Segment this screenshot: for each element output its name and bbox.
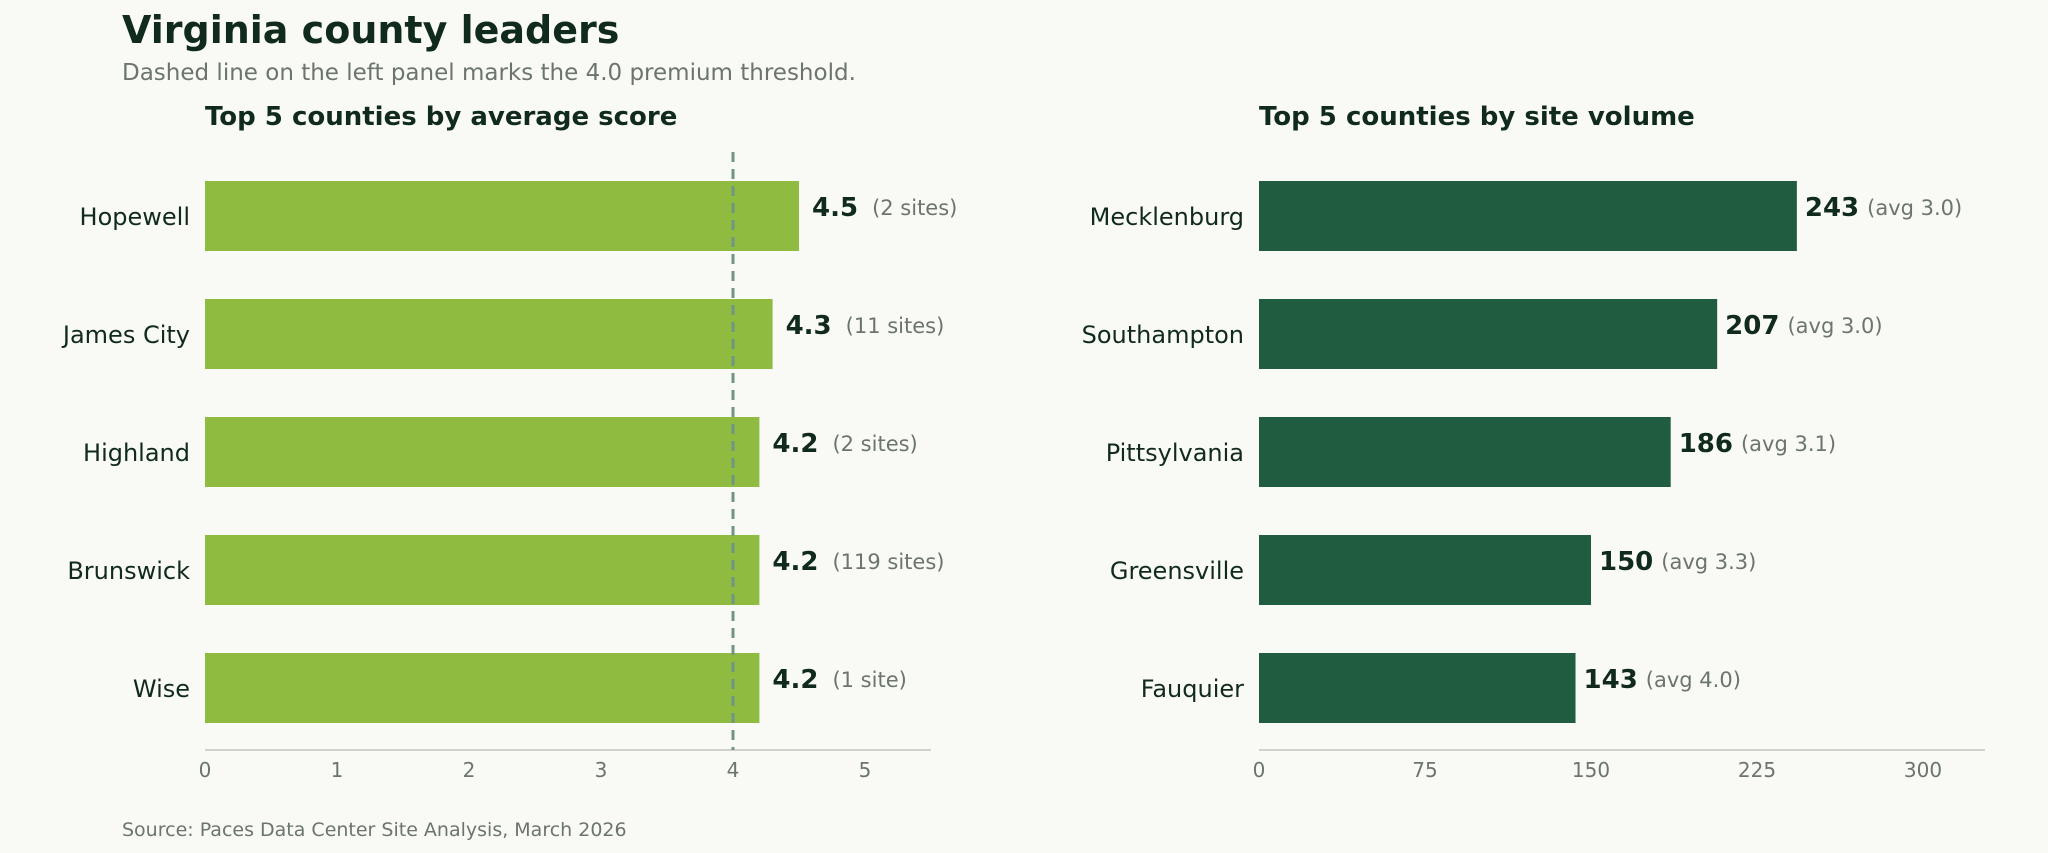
volume-annotation-label: (avg 3.3) [1661,550,1756,574]
score-bar [205,417,760,487]
score-value-label: 4.2 [772,665,818,695]
volume-category-label: Fauquier [1141,675,1244,703]
score-category-label: James City [61,321,190,349]
volume-bar [1259,299,1718,369]
score-category-label: Wise [133,675,190,703]
score-value-label: 4.2 [772,547,818,577]
volume-bar [1259,653,1576,723]
volume-bar [1259,535,1592,605]
score-annotation-label: (1 site) [832,668,906,692]
volume-value-label: 243 [1805,193,1859,223]
volume-bar [1259,181,1797,251]
score-x-tick-label: 3 [595,758,608,782]
volume-panel: Top 5 counties by site volume 0 75 150 225 30… [1082,102,1985,782]
score-annotation-label: (119 sites) [832,550,944,574]
score-value-label: 4.2 [772,429,818,459]
score-annotation-label: (2 sites) [832,432,917,456]
score-value-label: 4.5 [812,193,858,223]
score-x-tick-label: 4 [727,758,740,782]
score-category-label: Hopewell [80,203,190,231]
volume-x-tick-label: 300 [1904,758,1942,782]
score-bar [205,535,760,605]
score-x-tick-label: 5 [859,758,872,782]
volume-category-label: Greensville [1110,557,1244,585]
volume-x-tick-label: 150 [1572,758,1610,782]
score-annotation-label: (11 sites) [846,314,945,338]
score-x-tick-label: 2 [463,758,476,782]
volume-value-label: 150 [1599,547,1653,577]
score-x-tick-label: 0 [199,758,212,782]
volume-category-label: Southampton [1082,321,1244,349]
score-category-label: Highland [83,439,190,467]
figure-subtitle: Dashed line on the left panel marks the … [122,60,856,86]
score-x-tick-label: 1 [331,758,344,782]
score-bar [205,299,773,369]
source-note: Source: Paces Data Center Site Analysis,… [122,819,627,841]
volume-category-label: Pittsylvania [1106,439,1244,467]
score-panel-title: Top 5 counties by average score [205,102,677,132]
volume-value-label: 186 [1679,429,1733,459]
score-category-label: Brunswick [67,557,190,585]
volume-bar [1259,417,1671,487]
figure-title: Virginia county leaders [122,8,619,52]
volume-annotation-label: (avg 3.0) [1867,196,1962,220]
volume-annotation-label: (avg 3.0) [1787,314,1882,338]
volume-value-label: 207 [1725,311,1779,341]
score-bar [205,653,760,723]
volume-x-tick-label: 75 [1412,758,1437,782]
score-panel: Top 5 counties by average score 0 1 2 3 4 5 Hop… [61,102,957,782]
volume-panel-title: Top 5 counties by site volume [1259,102,1695,132]
score-value-label: 4.3 [786,311,832,341]
volume-value-label: 143 [1584,665,1638,695]
score-bar [205,181,799,251]
volume-category-label: Mecklenburg [1090,203,1244,231]
volume-annotation-label: (avg 3.1) [1741,432,1836,456]
score-annotation-label: (2 sites) [872,196,957,220]
volume-x-tick-label: 0 [1253,758,1266,782]
volume-x-tick-label: 225 [1738,758,1776,782]
volume-annotation-label: (avg 4.0) [1646,668,1741,692]
